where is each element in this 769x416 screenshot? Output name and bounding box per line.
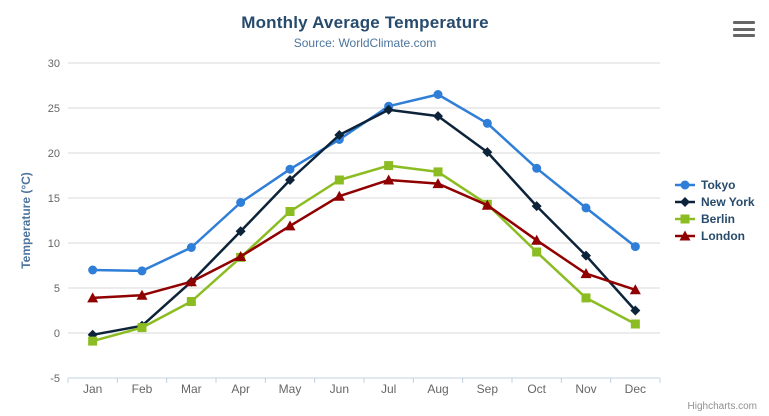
x-axis-tick-label: Jul <box>381 382 396 396</box>
legend-item-berlin[interactable]: Berlin <box>674 210 755 227</box>
data-point-marker[interactable] <box>581 293 591 303</box>
data-point-marker[interactable] <box>334 175 344 185</box>
y-axis-tick-label: 20 <box>48 148 60 160</box>
legend-marker-icon <box>675 214 695 223</box>
data-point-marker[interactable] <box>88 336 98 346</box>
x-axis-tick-label: Aug <box>427 382 448 396</box>
series-tokyo[interactable] <box>88 90 640 276</box>
legend-marker-icon <box>675 180 695 189</box>
legend-marker-icon <box>675 230 695 240</box>
data-point-marker[interactable] <box>285 207 295 216</box>
hamburger-menu-icon <box>733 34 755 37</box>
data-point-marker[interactable] <box>137 266 147 276</box>
legend: Tokyo New York Berlin London <box>674 176 755 244</box>
series-new-york[interactable] <box>87 104 641 340</box>
data-point-marker[interactable] <box>680 214 690 223</box>
legend-item-label: Berlin <box>701 211 736 226</box>
data-point-marker[interactable] <box>137 323 147 333</box>
y-axis-tick-label: 30 <box>48 58 60 70</box>
legend-item-london[interactable]: London <box>674 227 755 244</box>
data-point-marker[interactable] <box>532 247 542 257</box>
data-point-marker[interactable] <box>383 174 395 185</box>
data-point-marker[interactable] <box>185 276 197 287</box>
data-point-marker[interactable] <box>680 196 690 207</box>
series-line[interactable] <box>91 93 637 273</box>
y-axis-tick-label: 10 <box>48 238 60 250</box>
data-point-marker[interactable] <box>334 130 345 140</box>
data-point-marker[interactable] <box>630 242 640 252</box>
data-point-marker[interactable] <box>433 111 443 122</box>
x-axis-tick-label: Feb <box>132 382 153 396</box>
data-point-marker[interactable] <box>333 190 345 201</box>
data-point-marker[interactable] <box>186 243 196 252</box>
data-point-marker[interactable] <box>581 203 591 213</box>
data-point-marker[interactable] <box>629 284 641 295</box>
hamburger-menu-icon <box>733 21 755 24</box>
data-point-marker[interactable] <box>87 292 99 303</box>
y-axis-tick-label: 5 <box>54 283 60 295</box>
data-point-marker[interactable] <box>432 178 444 189</box>
series-line[interactable] <box>91 164 637 343</box>
data-point-marker[interactable] <box>383 104 394 115</box>
data-point-marker[interactable] <box>186 297 196 306</box>
data-point-marker[interactable] <box>630 319 640 329</box>
legend-item-label: London <box>701 228 745 243</box>
data-point-marker[interactable] <box>235 251 247 261</box>
credits-link[interactable]: Highcharts.com <box>687 401 757 412</box>
x-axis-tick-label: Jun <box>330 382 349 396</box>
x-axis-tick-label: Apr <box>231 382 250 396</box>
data-point-marker[interactable] <box>384 161 394 171</box>
series-line[interactable] <box>91 108 637 337</box>
data-point-marker[interactable] <box>580 268 592 279</box>
y-axis-title: Temperature (°C) <box>19 172 33 269</box>
data-point-marker[interactable] <box>679 230 691 240</box>
data-point-marker[interactable] <box>433 167 443 177</box>
series-london[interactable] <box>87 174 641 303</box>
data-point-marker[interactable] <box>284 220 296 231</box>
legend-item-new-york[interactable]: New York <box>674 193 755 210</box>
series-line[interactable] <box>91 178 637 300</box>
y-axis-tick-label: -5 <box>50 373 60 385</box>
legend-item-tokyo[interactable]: Tokyo <box>674 176 755 193</box>
x-axis-tick-label: Nov <box>575 382 596 396</box>
data-point-marker[interactable] <box>482 118 492 128</box>
data-point-marker[interactable] <box>531 201 542 212</box>
data-point-marker[interactable] <box>481 199 493 210</box>
y-axis-tick-label: 25 <box>48 103 60 115</box>
x-axis-tick-label: Sep <box>477 382 499 396</box>
data-point-marker[interactable] <box>680 180 690 189</box>
export-menu-button[interactable] <box>733 21 755 37</box>
data-point-marker[interactable] <box>88 265 98 275</box>
data-point-marker[interactable] <box>285 164 295 174</box>
x-axis-tick-label: Dec <box>625 382 646 396</box>
data-point-marker[interactable] <box>285 175 295 185</box>
legend-marker-icon <box>675 196 695 207</box>
data-point-marker[interactable] <box>136 289 148 300</box>
x-axis-tick-label: Oct <box>527 382 546 396</box>
x-axis-tick-label: May <box>279 382 302 396</box>
data-point-marker[interactable] <box>236 198 246 207</box>
data-point-marker[interactable] <box>433 90 443 99</box>
data-point-marker[interactable] <box>581 250 591 261</box>
data-point-marker[interactable] <box>532 163 542 173</box>
data-point-marker[interactable] <box>630 305 641 316</box>
data-point-marker[interactable] <box>531 234 543 245</box>
y-axis-tick-label: 15 <box>48 193 60 205</box>
legend-item-label: Tokyo <box>701 177 736 192</box>
data-point-marker[interactable] <box>482 147 493 158</box>
x-axis-tick-label: Mar <box>181 382 202 396</box>
hamburger-menu-icon <box>733 27 755 31</box>
x-axis-tick-label: Jan <box>83 382 102 396</box>
y-axis-tick-label: 0 <box>54 328 60 340</box>
legend-item-label: New York <box>701 194 755 209</box>
data-point-marker[interactable] <box>235 226 246 237</box>
